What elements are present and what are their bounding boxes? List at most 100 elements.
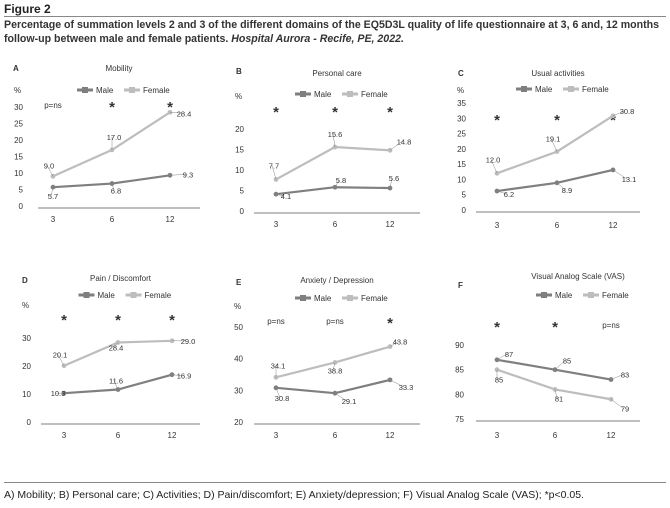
data-label: 14.8 [397,137,412,146]
y-tick-label: 20 [14,136,23,145]
footnote-divider [4,482,666,483]
legend-marker [568,86,574,92]
legend-entry-female: Female [583,291,629,300]
panel-letter: C [458,69,464,78]
x-tick-label: 12 [607,431,616,440]
legend-marker [521,86,527,92]
y-tick-label: 75 [455,415,464,424]
data-label: 12.0 [486,155,501,164]
data-label: 34.1 [271,361,286,370]
label-leader [554,360,566,370]
significance-marker: p=ns [44,101,62,110]
series-female: 85 81 79 [494,367,629,413]
y-axis-label: % [14,86,21,95]
panel-title: Mobility [105,64,132,73]
data-label: 6.2 [504,190,514,199]
legend-label: Male [98,291,116,300]
y-tick-label: 10 [14,169,23,178]
significance-marker: * [115,312,121,329]
data-point [332,144,338,150]
y-axis-label: % [457,86,464,95]
legend-entry-female: Female [124,86,170,95]
x-tick-label: 3 [495,221,500,230]
caption-source: Hospital Aurora - Recife, PE, 2022. [231,33,404,45]
series-male: 30.8 29.1 33.3 [273,377,414,406]
y-tick-label: 10 [22,390,31,399]
y-tick-label: 25 [457,130,466,139]
significance-marker: * [552,319,558,336]
series-female: 9.0 17.0 28.4 [44,109,191,179]
y-tick-label: 40 [234,355,243,364]
label-leader [57,354,65,366]
data-label: 9.0 [44,161,54,170]
data-label: 29.1 [342,397,357,406]
data-label: 4.1 [281,192,291,201]
data-point [50,173,56,179]
y-tick-label: 5 [462,191,467,200]
label-leader [332,134,336,148]
legend-entry-male: Male [295,90,332,99]
x-tick-label: 6 [116,431,121,440]
label-leader [275,193,285,197]
x-tick-label: 12 [386,220,395,229]
panel-f: F Visual Analog Scale (VAS) Male Female 75 80… [455,272,640,440]
y-axis-label: % [235,92,242,101]
panel-e: E Anxiety / Depression Male Female% 20 30 40 50… [234,276,420,440]
panel-title: Visual Analog Scale (VAS) [531,272,625,281]
data-label: 8.9 [562,186,572,195]
significance-marker: * [387,315,393,332]
y-tick-label: 0 [240,207,245,216]
y-tick-label: 85 [455,366,464,375]
label-leader [612,110,626,117]
legend-entry-male: Male [77,86,114,95]
data-label: 85 [495,376,503,385]
title-divider [4,16,666,17]
series-line [52,111,171,178]
series-female: 34.1 38.8 43.8 [271,338,407,380]
y-tick-label: 5 [19,186,24,195]
label-leader [50,187,54,197]
y-tick-label: 20 [22,362,31,371]
figure-caption: Percentage of summation levels 2 and 3 o… [4,18,668,46]
significance-marker: * [109,99,115,116]
data-point [494,170,500,176]
x-tick-label: 3 [274,220,279,229]
significance-marker: * [494,319,500,336]
y-tick-label: 15 [235,146,244,155]
legend-label: Male [555,291,573,300]
significance-marker: p=ns [267,317,285,326]
legend-label: Female [143,86,170,95]
y-tick-label: 30 [234,386,243,395]
data-label: 6.8 [111,187,121,196]
data-label: 11.6 [109,377,123,386]
legend-entry-male: Male [516,85,553,94]
caption-main: Percentage of summation levels 2 and 3 o… [4,19,659,45]
data-label: 13.1 [622,175,637,184]
legend-label: Female [582,85,609,94]
significance-marker: * [61,312,67,329]
y-axis-label: % [22,301,29,310]
significance-marker: * [494,112,500,129]
label-leader [610,374,624,380]
label-leader [389,379,405,388]
label-leader [490,159,498,174]
y-tick-label: 0 [27,418,32,427]
x-tick-label: 3 [274,431,279,440]
y-tick-label: 10 [457,175,466,184]
label-leader [332,362,336,371]
panel-letter: A [13,64,19,73]
x-tick-label: 6 [333,220,338,229]
data-label: 83 [621,371,629,380]
x-tick-label: 3 [51,215,56,224]
significance-marker: p=ns [602,321,620,330]
legend-label: Female [145,291,172,300]
significance-marker: * [169,312,175,329]
panel-title: Pain / Discomfort [90,274,152,283]
x-tick-label: 6 [553,431,558,440]
legend-entry-female: Female [563,85,609,94]
data-label: 33.3 [399,383,414,392]
legend-entry-female: Female [125,291,172,300]
series-male: 5.7 6.8 9.3 [48,170,193,201]
y-tick-label: 30 [22,334,31,343]
